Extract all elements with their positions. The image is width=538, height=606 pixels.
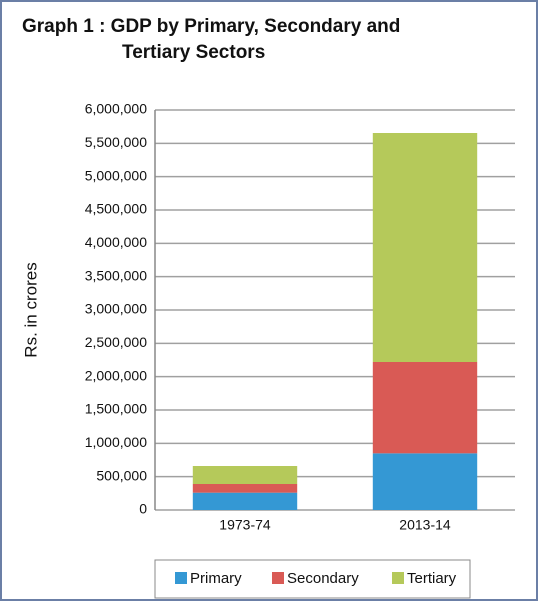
y-tick-label: 5,000,000 xyxy=(85,167,147,183)
y-tick-label: 2,500,000 xyxy=(85,334,147,350)
chart-subtitle: Tertiary Sectors xyxy=(122,42,265,63)
y-tick-label: 3,000,000 xyxy=(85,301,147,317)
y-tick-label: 3,500,000 xyxy=(85,267,147,283)
y-axis-label: Rs. in crores xyxy=(21,262,40,357)
legend xyxy=(154,559,471,599)
legend-label: Tertiary xyxy=(407,570,457,587)
y-tick-label: 4,000,000 xyxy=(85,234,147,250)
bar-segment xyxy=(372,133,478,362)
y-tick-label: 5,500,000 xyxy=(85,134,147,150)
bar-segment xyxy=(192,484,298,493)
chart-title: Graph 1 : GDP by Primary, Secondary and xyxy=(22,16,400,37)
bar-segment xyxy=(192,492,298,510)
legend-swatch xyxy=(175,572,187,584)
legend-swatch xyxy=(272,572,284,584)
legend-label: Primary xyxy=(190,570,242,587)
y-tick-label: 1,000,000 xyxy=(85,434,147,450)
x-tick-label: 2013-14 xyxy=(399,517,451,533)
y-tick-label: 0 xyxy=(139,501,147,517)
x-tick-label: 1973-74 xyxy=(219,517,271,533)
bar-segment xyxy=(372,453,478,510)
legend-label: Secondary xyxy=(287,570,359,587)
y-tick-label: 500,000 xyxy=(96,467,147,483)
bar-segment xyxy=(192,466,298,484)
y-tick-label: 2,000,000 xyxy=(85,367,147,383)
y-tick-label: 4,500,000 xyxy=(85,201,147,217)
bar-segment xyxy=(372,362,478,454)
legend-swatch xyxy=(392,572,404,584)
y-tick-label: 1,500,000 xyxy=(85,401,147,417)
y-tick-label: 6,000,000 xyxy=(85,101,147,117)
